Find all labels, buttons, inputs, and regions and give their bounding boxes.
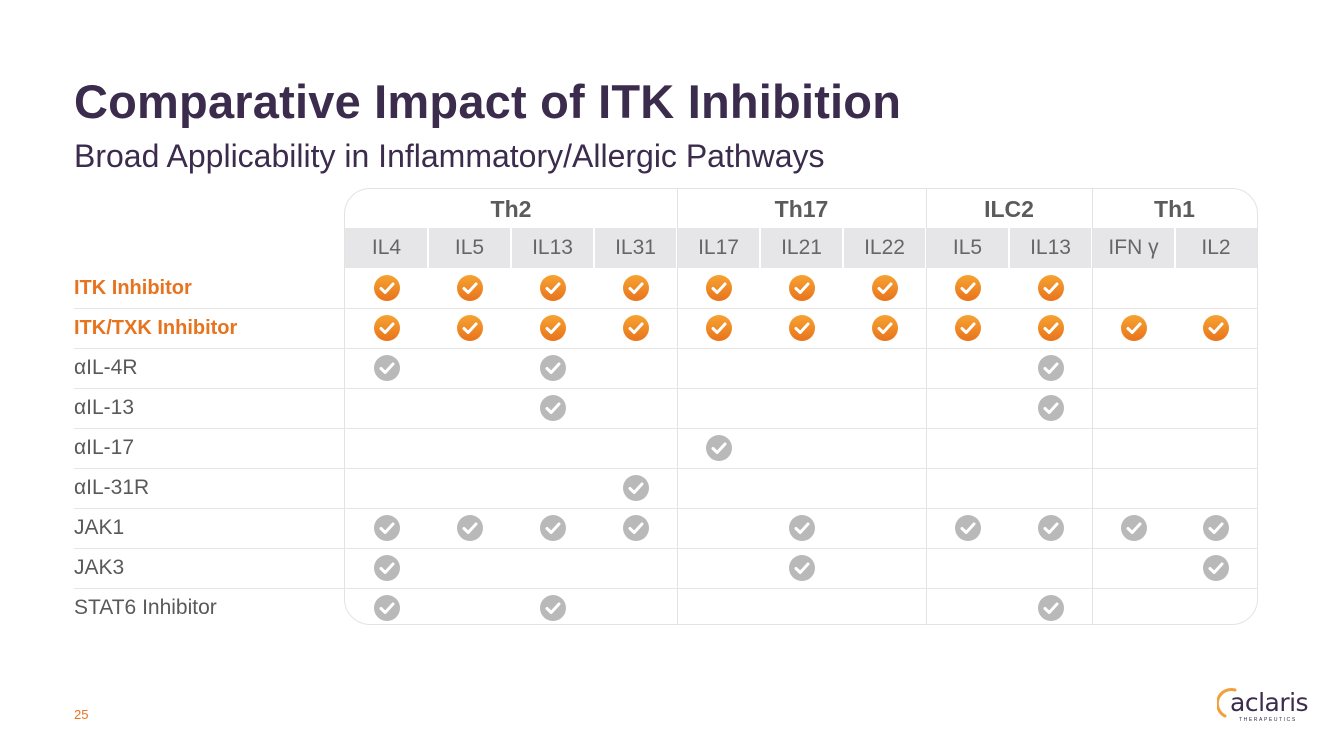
check-gray-icon (1037, 595, 1064, 621)
column-header: IL21 (781, 236, 822, 259)
check-orange-icon (456, 275, 483, 301)
check-orange-icon (539, 275, 566, 301)
check-gray-icon (705, 435, 732, 461)
check-gray-icon (373, 355, 400, 381)
check-gray-icon (373, 595, 400, 621)
check-orange-icon (1037, 275, 1064, 301)
check-orange-icon (456, 315, 483, 341)
check-gray-icon (622, 475, 649, 501)
check-orange-icon (954, 315, 981, 341)
check-orange-icon (705, 275, 732, 301)
row-label: ITK/TXK Inhibitor (74, 317, 238, 339)
check-gray-icon (373, 555, 400, 581)
column-header: IL13 (532, 236, 573, 259)
row-label: ITK Inhibitor (74, 277, 192, 299)
subheader-divider (1008, 228, 1010, 268)
column-header: IL2 (1201, 236, 1231, 259)
check-gray-icon (1037, 395, 1064, 421)
check-gray-icon (1203, 555, 1229, 581)
column-header: IFN γ (1108, 236, 1159, 259)
check-orange-icon (1203, 315, 1229, 341)
subheader-divider (427, 228, 429, 268)
check-gray-icon (1037, 355, 1064, 381)
row-label: αIL-31R (74, 476, 150, 499)
group-header: Th1 (1154, 196, 1195, 222)
row-label: αIL-17 (74, 436, 135, 459)
check-gray-icon (539, 515, 566, 541)
check-orange-icon (1120, 315, 1147, 341)
slide-subtitle: Broad Applicability in Inflammatory/Alle… (74, 138, 825, 174)
row-label: JAK1 (74, 516, 125, 539)
row-label: αIL-13 (74, 396, 135, 419)
check-gray-icon (1037, 515, 1064, 541)
check-gray-icon (622, 515, 649, 541)
row-divider (74, 508, 1257, 509)
aclaris-logo: aclaris THERAPEUTICS (1217, 686, 1309, 726)
column-header: IL22 (864, 236, 905, 259)
check-orange-icon (871, 315, 898, 341)
page-number: 25 (74, 707, 89, 722)
column-header: IL5 (952, 236, 983, 259)
check-gray-icon (788, 555, 815, 581)
subheader-divider (842, 228, 844, 268)
check-orange-icon (622, 315, 649, 341)
column-header: IL17 (698, 236, 739, 259)
check-orange-icon (1037, 315, 1064, 341)
group-divider (1092, 189, 1093, 624)
group-header: Th17 (774, 196, 829, 222)
check-gray-icon (539, 395, 566, 421)
check-gray-icon (1203, 515, 1229, 541)
subheader-band (345, 228, 1257, 268)
check-gray-icon (539, 595, 566, 621)
row-label: STAT6 Inhibitor (74, 596, 217, 619)
check-gray-icon (373, 515, 400, 541)
group-header: ILC2 (984, 196, 1034, 222)
check-orange-icon (788, 275, 815, 301)
row-divider (74, 388, 1257, 389)
subheader-divider (1174, 228, 1176, 268)
row-divider (74, 348, 1257, 349)
group-divider (677, 189, 678, 624)
check-gray-icon (788, 515, 815, 541)
logo-tagline: THERAPEUTICS (1239, 717, 1297, 723)
table-frame (344, 188, 1258, 625)
subheader-divider (593, 228, 595, 268)
check-gray-icon (1120, 515, 1147, 541)
column-header: IL4 (371, 236, 402, 259)
row-label: αIL-4R (74, 356, 138, 379)
group-divider (926, 189, 927, 624)
row-divider (74, 588, 1257, 589)
check-orange-icon (954, 275, 981, 301)
check-orange-icon (373, 275, 400, 301)
check-orange-icon (373, 315, 400, 341)
logo-arc-icon (1217, 688, 1237, 718)
column-header: IL5 (454, 236, 485, 259)
row-divider (74, 548, 1257, 549)
check-orange-icon (622, 275, 649, 301)
check-gray-icon (456, 515, 483, 541)
row-divider (74, 308, 1257, 309)
subheader-divider (759, 228, 761, 268)
column-header: IL31 (615, 236, 656, 259)
subheader-divider (510, 228, 512, 268)
row-divider (74, 428, 1257, 429)
check-gray-icon (954, 515, 981, 541)
slide-title: Comparative Impact of ITK Inhibition (74, 75, 902, 128)
row-divider (74, 468, 1257, 469)
logo-wordmark: aclaris (1230, 688, 1309, 717)
check-orange-icon (539, 315, 566, 341)
check-orange-icon (788, 315, 815, 341)
check-gray-icon (539, 355, 566, 381)
check-orange-icon (871, 275, 898, 301)
row-label: JAK3 (74, 556, 125, 579)
group-header: Th2 (490, 196, 532, 222)
check-orange-icon (705, 315, 732, 341)
column-header: IL13 (1030, 236, 1071, 259)
